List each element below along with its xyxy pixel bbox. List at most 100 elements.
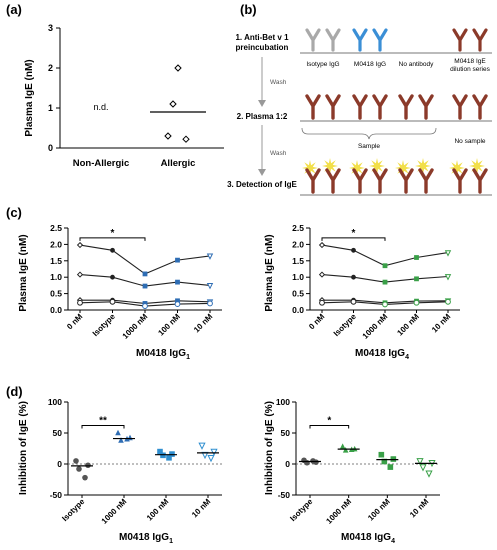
panel-d-left-xlabel: M0418 IgG1 — [119, 532, 173, 545]
panel-c-right-plot: 0.0 0.5 1.0 1.5 2.0 2.5 0 nM Isotype 1000 nM 100 … — [292, 223, 460, 341]
wash-arrow-1: Wash — [258, 57, 287, 107]
row2-ige — [305, 94, 321, 120]
series-point — [174, 301, 181, 307]
group-point — [378, 451, 385, 458]
row3-ige — [305, 168, 321, 194]
row1-antibody-shape — [472, 28, 488, 52]
row3-ige — [398, 168, 414, 194]
series-point — [142, 283, 148, 289]
group-point — [82, 474, 88, 481]
series-point — [142, 303, 148, 309]
row1-antibody — [305, 28, 321, 52]
series-point — [318, 241, 326, 249]
well-illustrations — [300, 28, 492, 196]
wash-label-1: Wash — [270, 79, 287, 86]
wash-label-2: Wash — [270, 150, 287, 157]
row3-detection-star — [302, 160, 318, 176]
group-point — [73, 458, 79, 464]
series-point — [175, 257, 180, 263]
xtick-label: 1000 nM — [361, 312, 390, 341]
ytick-label: 50 — [53, 428, 63, 438]
series-point — [77, 299, 83, 306]
series-point — [175, 279, 180, 285]
ytick-label: 50 — [281, 428, 291, 438]
panel-a-point — [182, 135, 190, 143]
row2-ige — [372, 94, 388, 120]
ytick-label: 2.0 — [292, 239, 304, 249]
significance-bracket — [321, 237, 386, 241]
panel-a: (a) Plasma IgE (nM) Non-Allergic Allergi… — [6, 2, 224, 169]
group-point — [160, 452, 166, 459]
row3-ige — [472, 168, 488, 194]
significance-label: ** — [99, 416, 107, 427]
group-point — [85, 462, 91, 469]
xtick-label: 100 nM — [366, 497, 392, 523]
xtick-label: Isotype — [332, 312, 359, 339]
ytick-label: 0.0 — [50, 305, 62, 315]
step1-line2: preincubation — [236, 43, 289, 52]
panel-a-ytick-label: 1 — [48, 103, 53, 113]
group-point — [207, 455, 215, 463]
series-point — [351, 247, 356, 253]
series-point — [382, 279, 388, 285]
group-point — [304, 459, 310, 466]
series-point — [382, 263, 388, 269]
ytick-label: 100 — [48, 397, 62, 407]
series-point — [206, 253, 214, 260]
significance-label: * — [327, 416, 331, 427]
ytick-label: 0 — [285, 459, 290, 469]
ytick-label: 100 — [276, 397, 290, 407]
row2-ige — [398, 94, 414, 120]
series-point — [351, 274, 356, 280]
row3-ige — [352, 168, 368, 194]
panel-a-ytick-label: 2 — [48, 63, 53, 73]
group-point — [169, 451, 175, 457]
group-point — [115, 429, 121, 436]
xtick-label: 0 nM — [65, 312, 84, 331]
group-point — [342, 447, 349, 453]
row3-surface — [300, 194, 492, 196]
col-label-dilution-line1: M0418 IgE — [454, 58, 486, 65]
panel-a-point — [174, 64, 182, 72]
group-point — [76, 466, 82, 472]
panel-b: (b) 1. Anti-Bet v 1 preincubation 2. Pla… — [227, 2, 492, 196]
row1-antibody-shape — [325, 28, 341, 52]
col-label-isotype: Isotype IgG — [306, 61, 339, 68]
panel-a-nd-annotation: n.d. — [93, 102, 108, 112]
row1-antibody-shape — [452, 28, 468, 52]
series-point — [382, 301, 388, 308]
series-point — [414, 276, 419, 282]
series-point — [207, 300, 213, 307]
ytick-label: 2.0 — [50, 239, 62, 249]
panel-a-point — [169, 100, 177, 108]
panel-d-left-plot: -50 0 50 100 Isotype 1000 nM 100 nM 10 nM ** — [48, 397, 222, 526]
row2-ige — [452, 94, 468, 120]
row2-ige — [418, 94, 434, 120]
ytick-label: -50 — [278, 490, 291, 500]
row3-ige — [372, 168, 388, 194]
panel-c-left-xlabel: M0418 IgG1 — [136, 348, 190, 361]
xtick-label: 100 nM — [156, 312, 182, 338]
panel-a-ytick-label: 3 — [48, 23, 53, 33]
panel-a-plot: Non-Allergic Allergic n.d. 0 1 2 3 — [48, 23, 224, 169]
series-point — [76, 241, 84, 249]
ytick-label: 1.0 — [292, 272, 304, 282]
row2-ige — [472, 94, 488, 120]
panel-d-right-ylabel: Inhibition of IgE (%) — [264, 401, 275, 495]
row1-antibody-shape — [372, 28, 388, 52]
panel-d-right-xlabel: M0418 IgG4 — [341, 532, 395, 545]
panel-a-xtick-nonallergic: Non-Allergic — [73, 158, 129, 169]
xtick-label: 10 nM — [408, 497, 431, 520]
ytick-label: 0.5 — [50, 289, 62, 299]
row1-antibody — [352, 28, 368, 52]
panel-c-left-plot: 0.0 0.5 1.0 1.5 2.0 2.5 0 nM Isotype 1000 nM 100 … — [50, 223, 222, 341]
xtick-label: 1000 nM — [100, 497, 129, 526]
col-label-noantibody: No antibody — [399, 61, 434, 68]
row1-antibody-shape — [352, 28, 368, 52]
step1-line1: 1. Anti-Bet v 1 — [235, 33, 289, 42]
group-point — [425, 470, 433, 478]
col-label-m0418: M0418 IgG — [354, 61, 386, 68]
row1-antibody — [325, 28, 341, 52]
xtick-label: 10 nM — [192, 312, 215, 335]
row3-detection-star — [469, 158, 485, 174]
